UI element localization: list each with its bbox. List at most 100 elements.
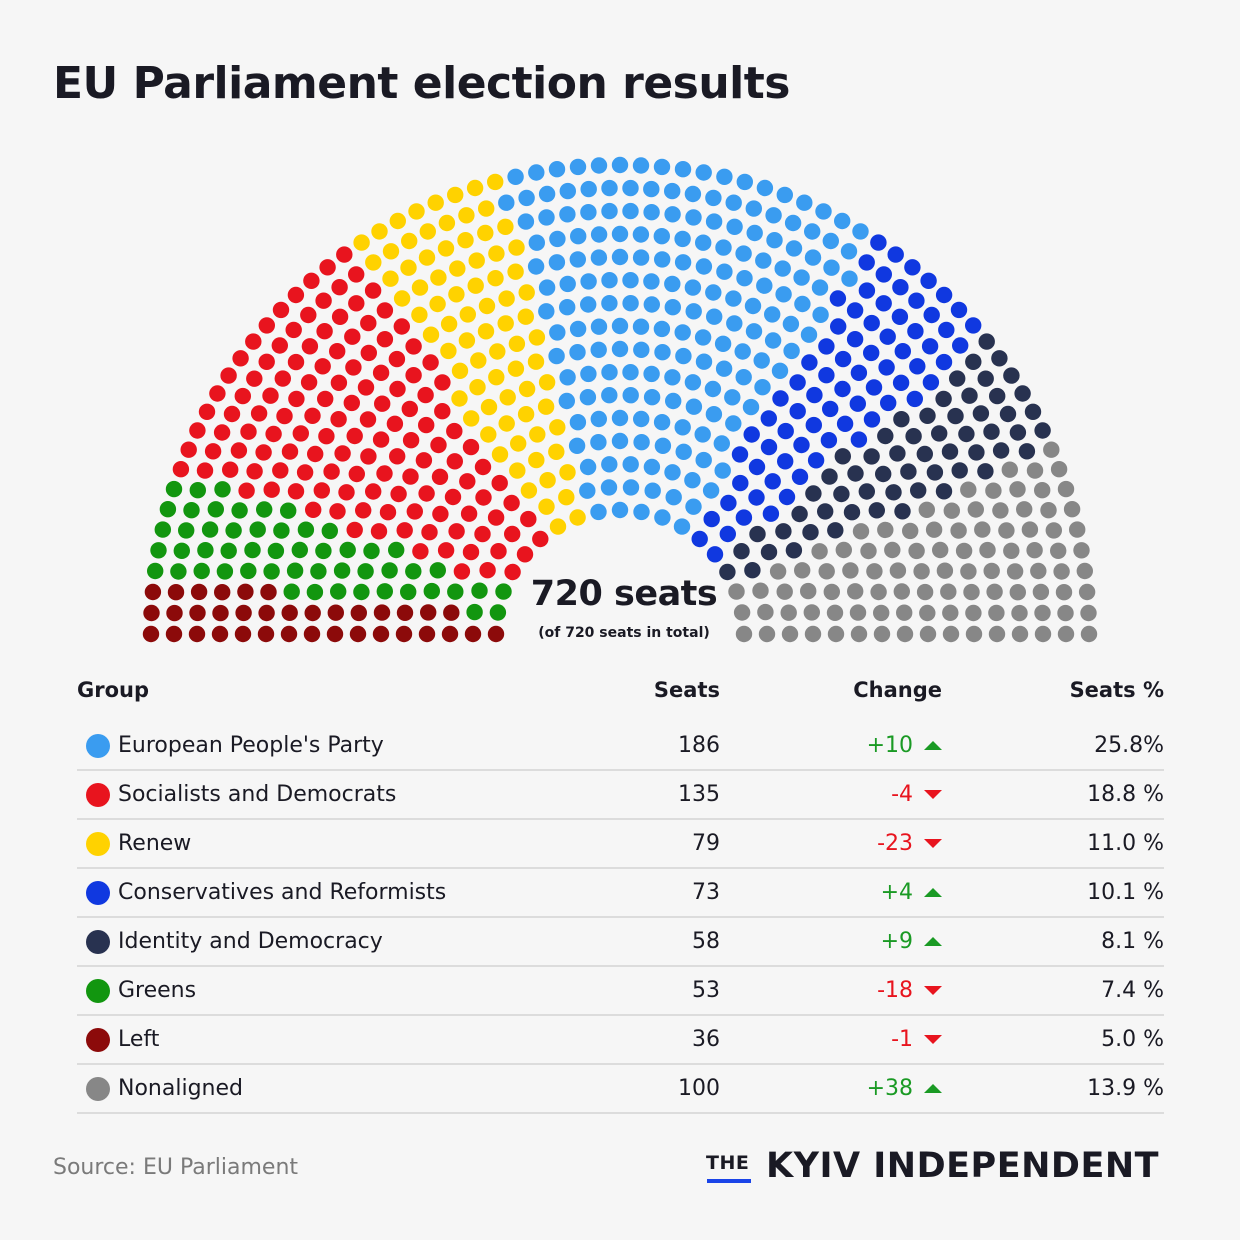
seat-dot	[396, 604, 414, 621]
seat-dot	[388, 350, 406, 368]
seat-dot	[388, 541, 405, 559]
seat-dot	[811, 279, 829, 296]
seat-dot	[590, 341, 607, 358]
seat-dot	[590, 249, 608, 266]
table-row: Nonaligned 100 +38 13.9 %	[77, 1065, 1164, 1114]
seat-dot	[1057, 480, 1075, 498]
seat-dot	[401, 400, 418, 418]
seat-dot	[935, 483, 953, 500]
seat-dot	[834, 350, 852, 368]
seat-dot	[579, 458, 597, 476]
table-row: Conservatives and Reformists 73 +4 10.1 %	[77, 869, 1164, 918]
seat-dot	[405, 563, 422, 580]
group-pct: 13.9 %	[1087, 1076, 1164, 1101]
seat-dot	[785, 542, 803, 559]
seat-dot	[905, 428, 922, 445]
seat-dot	[858, 254, 875, 271]
group-name: Socialists and Democrats	[118, 782, 397, 807]
seat-dot	[644, 482, 661, 499]
seat-dot	[1011, 604, 1028, 622]
seat-dot	[281, 443, 299, 460]
seat-dot	[965, 353, 982, 370]
seat-dot	[274, 370, 291, 387]
seat-dot	[748, 458, 766, 476]
seat-dot	[744, 297, 762, 315]
seat-dot	[716, 263, 733, 280]
seat-dot	[731, 446, 749, 463]
seat-dot	[684, 374, 702, 391]
group-seats: 186	[678, 733, 720, 758]
seat-dot	[963, 583, 980, 601]
seat-dot	[232, 350, 249, 367]
seat-dot	[989, 387, 1006, 405]
seat-dot	[878, 359, 895, 376]
seat-dot	[223, 405, 241, 423]
seat-dot	[804, 223, 821, 240]
seat-dot	[159, 501, 177, 518]
seat-dot	[714, 462, 731, 479]
seat-dot	[764, 473, 781, 490]
seat-dot	[834, 212, 851, 230]
seat-dot	[400, 259, 417, 276]
seat-dot	[508, 239, 525, 256]
seat-dot	[988, 625, 1006, 643]
seat-dot	[955, 542, 973, 560]
seat-dot	[231, 502, 248, 519]
seat-dot	[745, 200, 762, 217]
seat-dot	[504, 563, 521, 581]
seat-dot	[1040, 502, 1057, 519]
seat-dot	[196, 462, 214, 479]
seat-dot	[875, 295, 892, 312]
seat-dot	[348, 465, 365, 483]
seat-dot	[478, 200, 495, 217]
seat-dot	[863, 344, 880, 362]
seat-dot	[960, 563, 977, 580]
seat-dot	[979, 541, 996, 559]
seat-dot	[757, 603, 774, 621]
seat-dot	[873, 625, 891, 643]
seat-dot	[674, 324, 691, 341]
seat-dot	[760, 438, 778, 456]
seat-dot	[263, 563, 280, 580]
seat-dot	[405, 338, 422, 355]
seat-dot	[920, 272, 937, 289]
seat-dot	[363, 542, 380, 560]
seat-dot	[916, 583, 934, 601]
seat-dot	[580, 204, 597, 221]
seat-dot	[287, 483, 305, 500]
group-seats: 79	[692, 831, 720, 856]
seat-dot	[785, 240, 803, 257]
seat-dot	[942, 625, 960, 643]
seat-dot	[992, 502, 1009, 519]
seat-dot	[823, 583, 840, 601]
results-table: Group Seats Change Seats % European Peop…	[77, 676, 1164, 1114]
seat-dot	[276, 407, 293, 425]
seat-dot	[1009, 424, 1027, 441]
seat-dot	[892, 374, 910, 391]
seat-dot	[209, 385, 226, 402]
seat-dot	[178, 522, 195, 539]
group-pct: 7.4 %	[1101, 978, 1164, 1003]
seat-dot	[267, 542, 285, 560]
seat-dot	[240, 423, 257, 440]
seat-dot	[504, 525, 521, 543]
seat-dot	[868, 502, 885, 519]
seat-dot	[431, 468, 449, 485]
seat-dot	[1018, 443, 1036, 460]
seat-dot	[258, 604, 275, 622]
seat-dot	[732, 474, 749, 492]
seat-dot	[922, 374, 940, 391]
seat-dot	[998, 522, 1015, 539]
seat-dot	[569, 344, 586, 361]
seat-dot	[1015, 501, 1033, 518]
seat-dot	[936, 562, 954, 579]
header-group: Group	[77, 678, 150, 702]
seat-dot	[726, 315, 743, 332]
seat-dot	[257, 625, 275, 643]
seat-dot	[330, 411, 347, 428]
seat-dot	[334, 445, 351, 462]
group-color-dot	[86, 979, 110, 1003]
seat-dot	[643, 389, 661, 406]
group-pct: 8.1 %	[1101, 929, 1164, 954]
seat-dot	[764, 332, 782, 349]
